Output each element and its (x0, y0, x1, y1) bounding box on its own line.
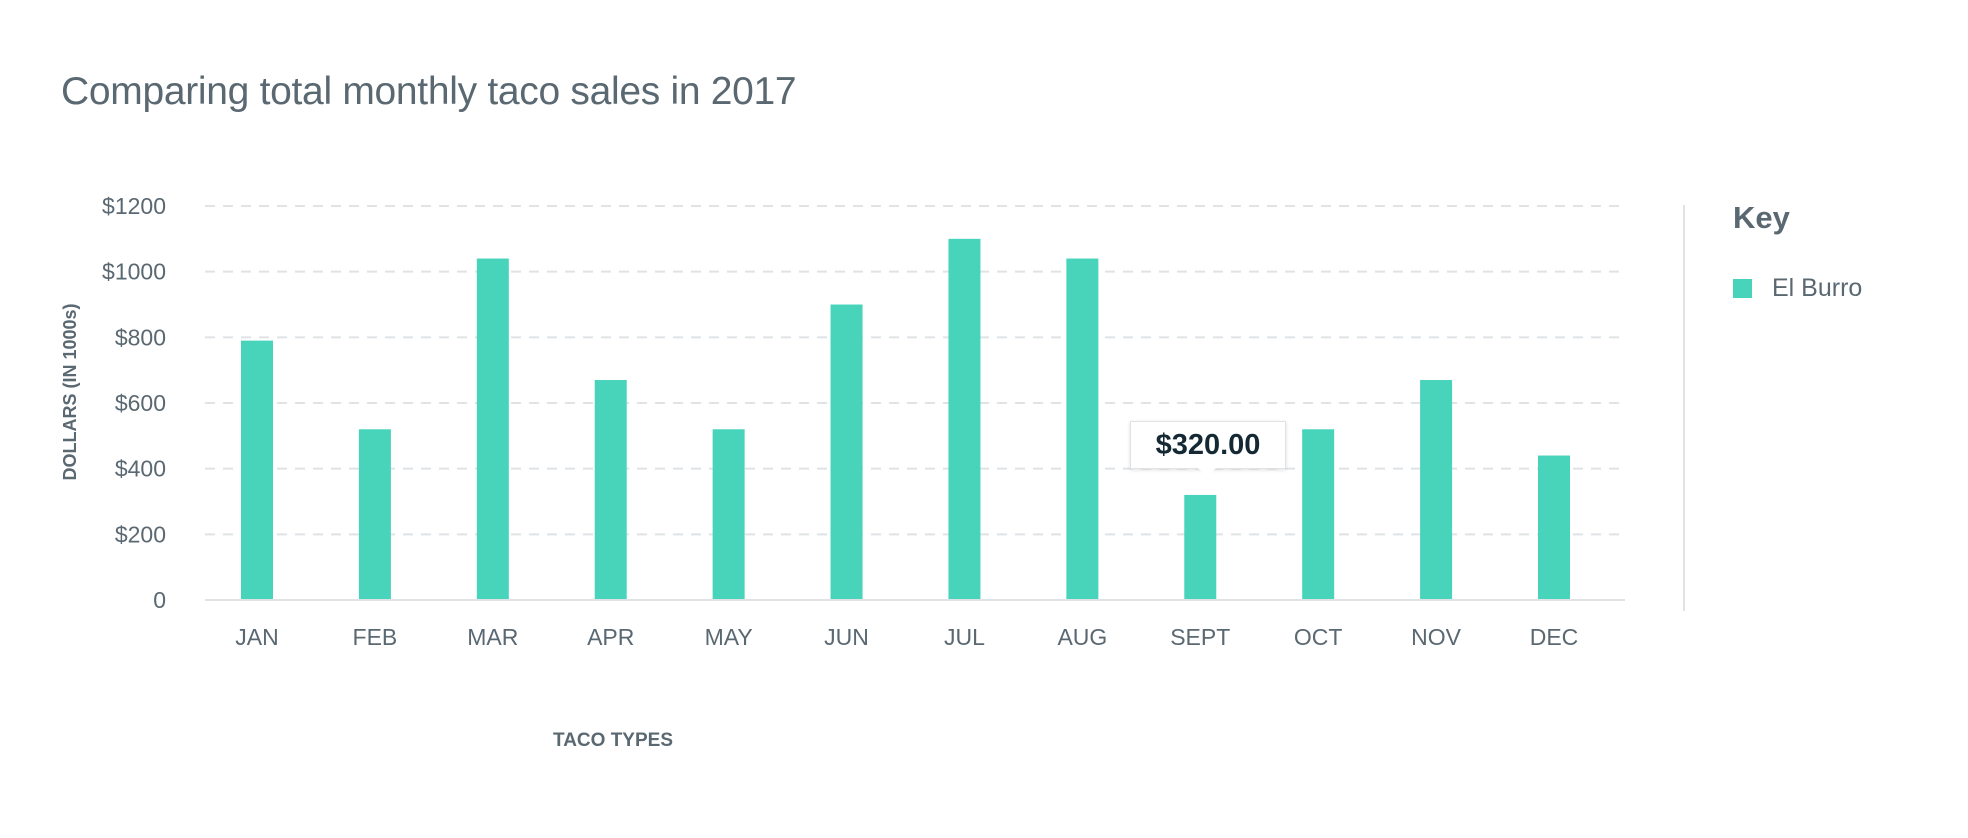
bar-tooltip: $320.00 (1130, 421, 1286, 469)
bar-mar[interactable] (476, 258, 509, 600)
bar-may[interactable] (712, 429, 745, 600)
tooltip-value: $320.00 (1155, 428, 1261, 461)
x-tick-label: OCT (1294, 624, 1343, 650)
y-tick-label: 0 (153, 587, 166, 613)
y-tick-label: $800 (115, 324, 166, 350)
y-axis-title: DOLLARS (IN 1000s) (60, 303, 80, 480)
y-tick-label: $1000 (102, 259, 166, 285)
bar-oct[interactable] (1302, 429, 1335, 600)
x-tick-label: AUG (1057, 624, 1107, 650)
x-tick-label: JUL (944, 624, 985, 650)
x-tick-label: JUN (824, 624, 869, 650)
y-axis-ticks: 0 $200 $400 $600 $800 $1000 $1200 (102, 193, 166, 613)
x-tick-label: FEB (353, 624, 398, 650)
legend-item-el-burro[interactable]: El Burro (1733, 274, 1862, 303)
legend-label: El Burro (1772, 274, 1863, 302)
bar-nov[interactable] (1420, 380, 1453, 600)
x-tick-label: DEC (1530, 624, 1579, 650)
y-tick-label: $600 (115, 390, 166, 416)
bar-feb[interactable] (358, 429, 391, 600)
x-tick-label: APR (587, 624, 634, 650)
x-tick-label: NOV (1411, 624, 1462, 650)
legend-swatch (1733, 279, 1752, 298)
y-tick-label: $400 (115, 456, 166, 482)
bar-dec[interactable] (1538, 455, 1570, 600)
bar-jul[interactable] (948, 238, 981, 601)
x-tick-label: MAY (705, 624, 753, 650)
bar-apr[interactable] (594, 380, 627, 600)
bar-sept[interactable] (1184, 494, 1217, 600)
x-tick-label: SEPT (1170, 624, 1230, 650)
bar-aug[interactable] (1066, 258, 1099, 600)
grid-lines (205, 205, 1625, 536)
y-tick-label: $1200 (102, 193, 166, 219)
bar-jun[interactable] (830, 304, 863, 601)
x-tick-label: JAN (235, 624, 278, 650)
tooltip-arrow (1198, 468, 1216, 477)
y-tick-label: $200 (115, 521, 166, 547)
legend-divider (1683, 205, 1685, 611)
x-tick-label: MAR (467, 624, 518, 650)
x-axis-ticks: JAN FEB MAR APR MAY JUN JUL AUG SEPT OCT NOV DEC (235, 624, 1578, 650)
chart-title: Comparing total monthly taco sales in 20… (61, 70, 797, 113)
legend-title: Key (1733, 200, 1790, 235)
bars (241, 238, 1570, 601)
bar-jan[interactable] (241, 340, 273, 600)
x-axis-title: TACO TYPES (553, 730, 673, 751)
